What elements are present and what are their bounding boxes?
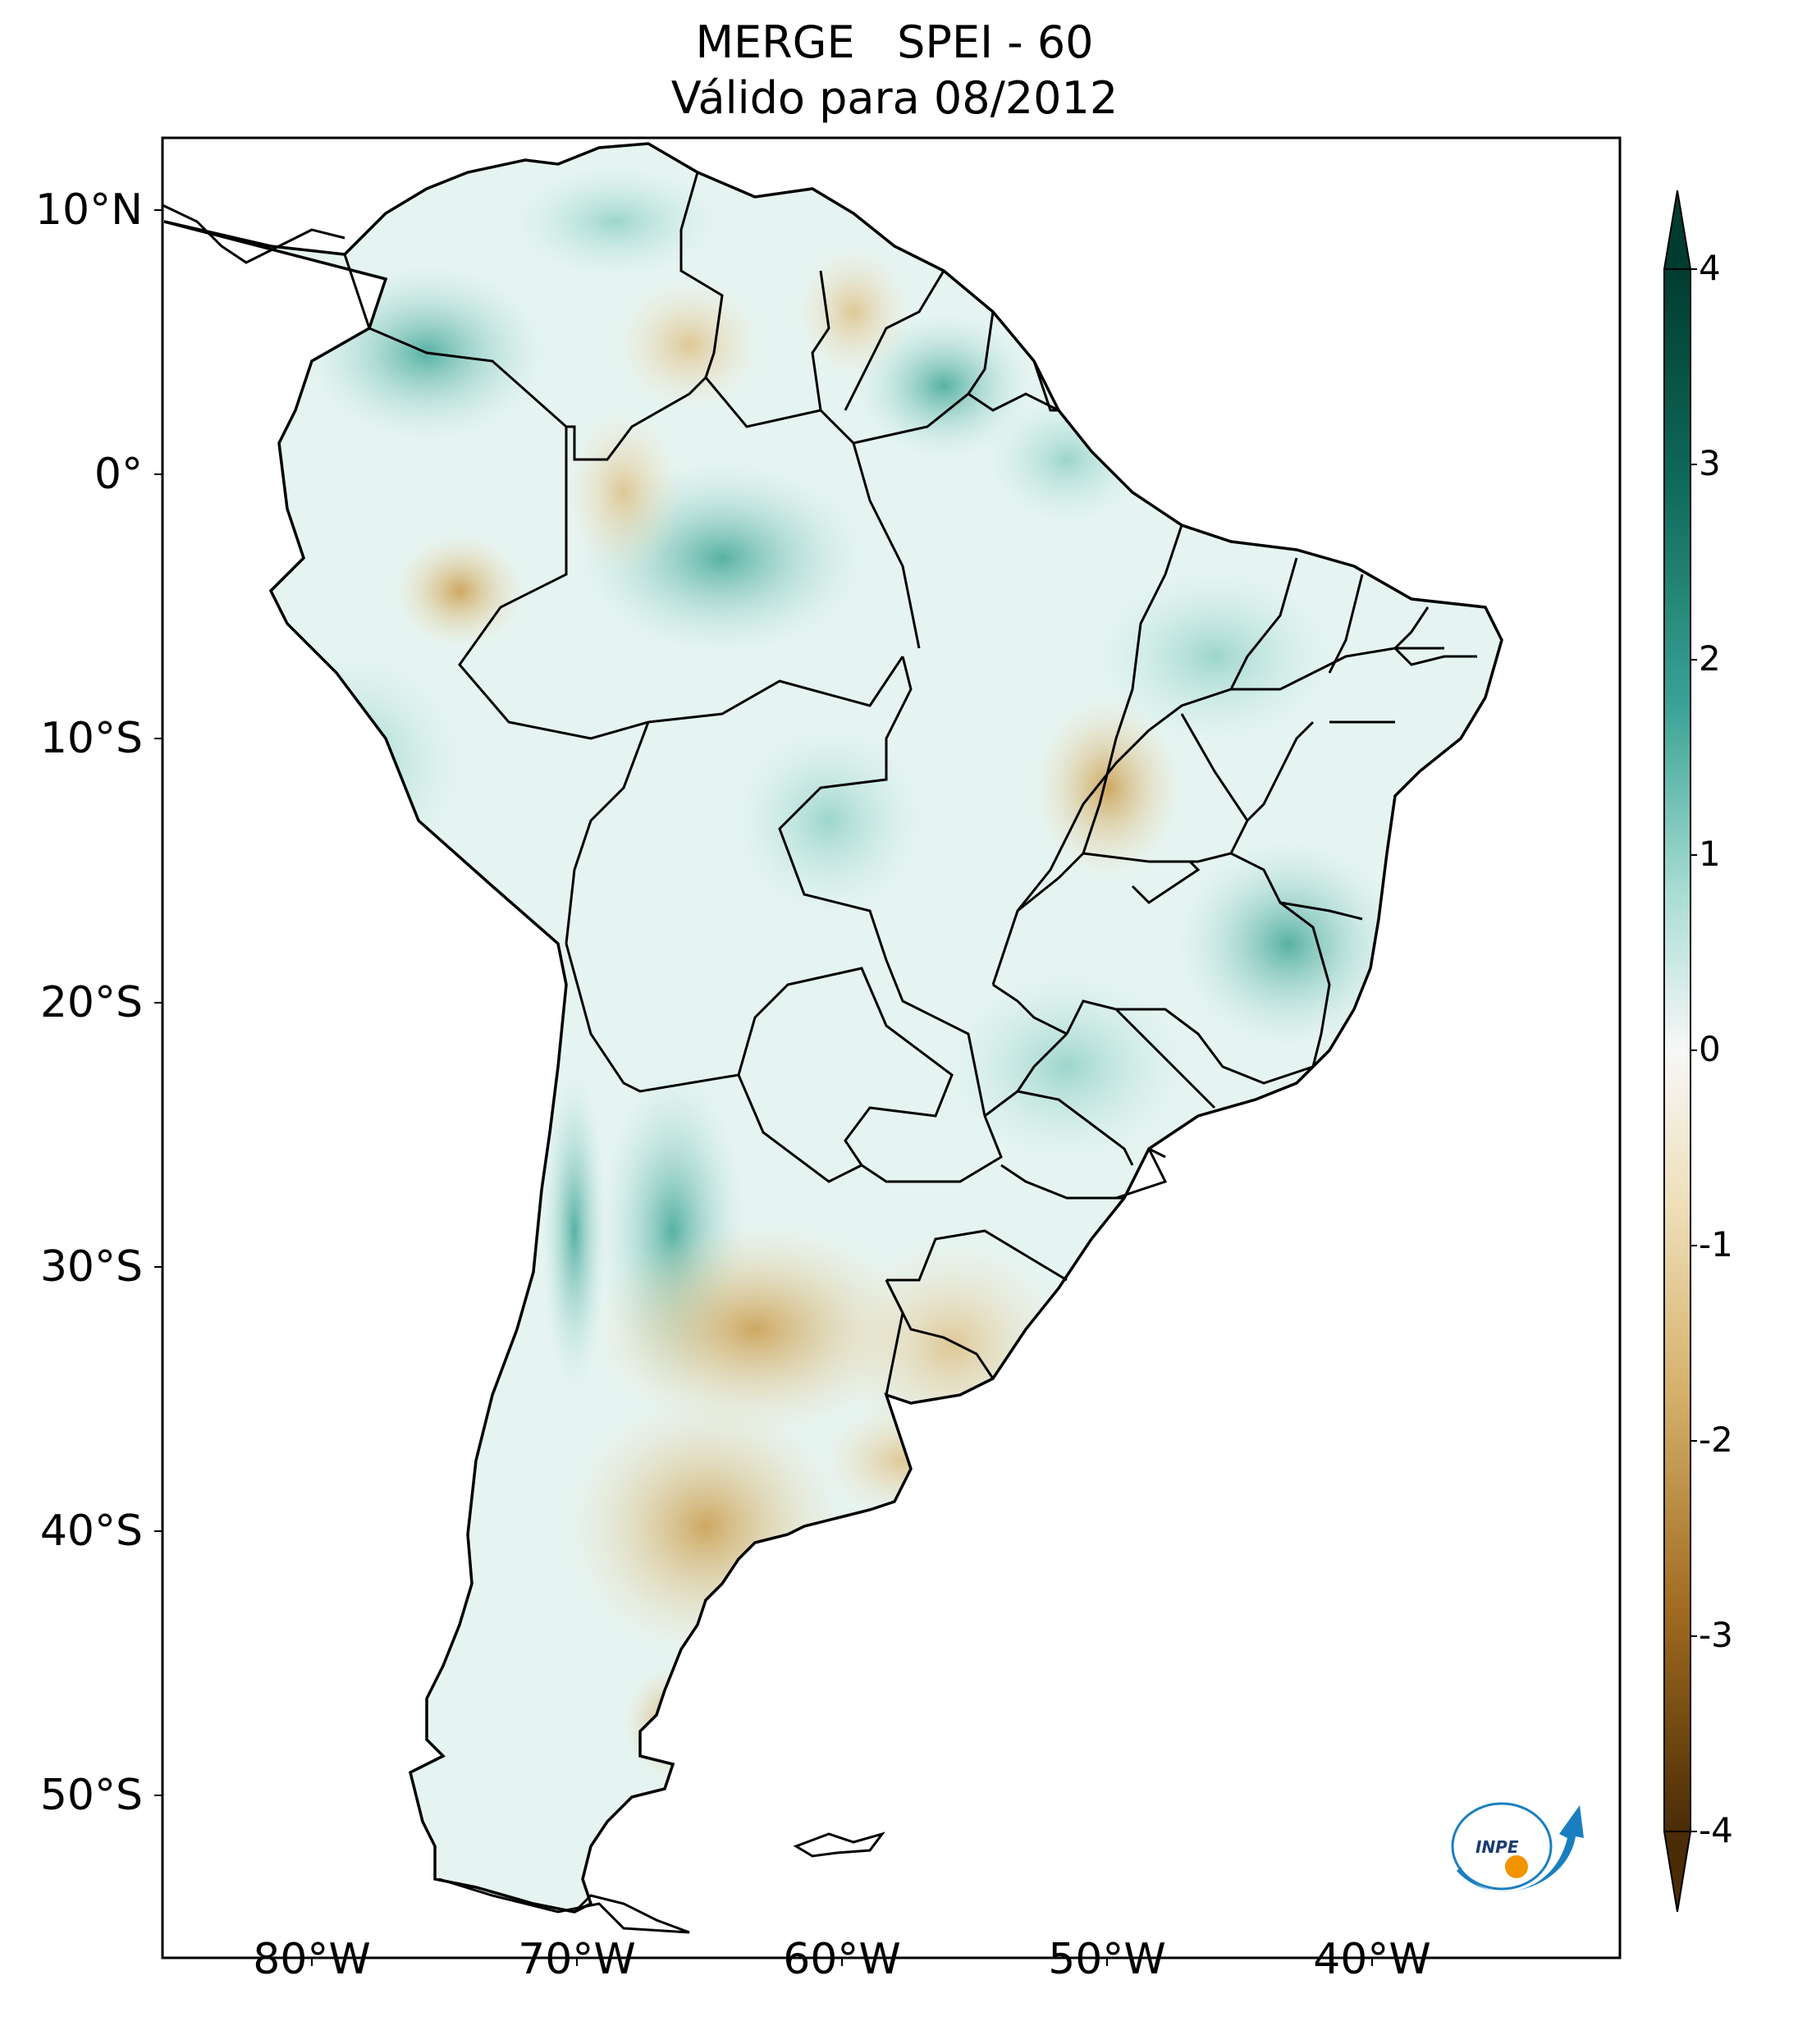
colorbar-label: 3 (1699, 443, 1721, 483)
lat-label-50s: 50°S (39, 1771, 143, 1820)
colorbar-label: 0 (1699, 1029, 1721, 1069)
lon-label-70w: 70°W (518, 1935, 636, 1984)
axis-ticks (154, 209, 1373, 1966)
continent-outline (163, 142, 1503, 1914)
colorbar-label: 2 (1699, 638, 1721, 679)
political-borders (343, 171, 1477, 1396)
tierra-del-fuego-outline (438, 1877, 690, 1934)
lat-label-10s: 10°S (39, 714, 143, 763)
map-title: MERGE SPEI - 60 (695, 16, 1094, 68)
falklands-outline (793, 1831, 885, 1858)
lon-label-40w: 40°W (1313, 1935, 1431, 1984)
lat-label-40s: 40°S (39, 1507, 143, 1556)
colorbar-label: -4 (1699, 1810, 1733, 1850)
lat-label-30s: 30°S (39, 1242, 143, 1292)
lon-label-50w: 50°W (1048, 1935, 1166, 1984)
colorbar-extend-bottom (1663, 1831, 1692, 1913)
colorbar-extend-top (1663, 190, 1692, 270)
svg-text:INPE: INPE (1475, 1837, 1519, 1857)
colorbar-label: 4 (1699, 248, 1721, 288)
inpe-logo-icon: INPE (1451, 1802, 1584, 1892)
lat-label-0: 0° (94, 450, 143, 499)
map-subtitle: Válido para 08/2012 (670, 72, 1119, 124)
lat-label-20s: 20°S (39, 978, 143, 1027)
colorbar-label: 1 (1699, 834, 1721, 874)
colorbar-label: -2 (1699, 1420, 1733, 1460)
central-america-outline (162, 203, 345, 264)
lat-label-10n: 10°N (34, 185, 143, 235)
lon-label-80w: 80°W (253, 1935, 371, 1984)
colorbar-ticks (1690, 268, 1697, 1832)
colorbar-label: -1 (1699, 1224, 1733, 1264)
lon-label-60w: 60°W (783, 1935, 901, 1984)
colorbar (1663, 268, 1691, 1832)
colorbar-label: -3 (1699, 1615, 1733, 1655)
